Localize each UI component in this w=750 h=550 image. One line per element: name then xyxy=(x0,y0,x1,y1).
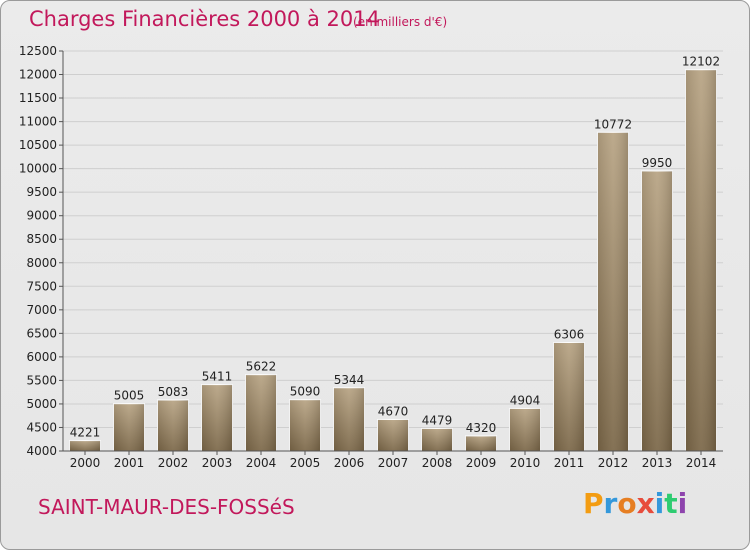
logo-letter: t xyxy=(664,487,678,520)
x-tick-label: 2006 xyxy=(334,456,365,470)
bar-shade xyxy=(509,408,541,451)
bar-shade xyxy=(113,403,145,451)
logo-letter: x xyxy=(636,487,655,520)
x-tick-label: 2001 xyxy=(114,456,145,470)
logo-letter: P xyxy=(583,487,604,520)
logo-letter: o xyxy=(617,487,637,520)
y-tick-label: 11500 xyxy=(19,91,57,105)
x-tick-label: 2000 xyxy=(70,456,101,470)
x-tick-label: 2013 xyxy=(642,456,673,470)
x-tick-label: 2002 xyxy=(158,456,189,470)
x-tick-label: 2012 xyxy=(598,456,629,470)
value-label: 5083 xyxy=(158,385,189,399)
x-tick-label: 2009 xyxy=(466,456,497,470)
y-tick-label: 12500 xyxy=(19,44,57,58)
x-tick-label: 2010 xyxy=(510,456,541,470)
x-tick-label: 2004 xyxy=(246,456,277,470)
proxiti-logo: Proxiti xyxy=(583,487,687,520)
x-tick-label: 2011 xyxy=(554,456,585,470)
bar-shade xyxy=(553,342,585,451)
value-label: 10772 xyxy=(594,117,632,131)
bar-shade xyxy=(641,171,673,451)
y-tick-label: 9500 xyxy=(26,185,57,199)
x-tick-label: 2005 xyxy=(290,456,321,470)
y-tick-label: 8000 xyxy=(26,256,57,270)
x-tick-label: 2003 xyxy=(202,456,233,470)
commune-name: SAINT-MAUR-DES-FOSSéS xyxy=(38,495,295,519)
y-tick-label: 4500 xyxy=(26,420,57,434)
bar-shade xyxy=(421,428,453,451)
x-tick-label: 2014 xyxy=(686,456,717,470)
bar-shade xyxy=(685,69,717,452)
y-tick-label: 12000 xyxy=(19,68,57,82)
value-label: 12102 xyxy=(682,55,720,69)
y-tick-label: 10500 xyxy=(19,138,57,152)
bar-shade xyxy=(201,384,233,451)
value-label: 4320 xyxy=(466,421,497,435)
x-tick-label: 2008 xyxy=(422,456,453,470)
y-tick-label: 7000 xyxy=(26,303,57,317)
value-label: 5344 xyxy=(334,373,365,387)
value-label: 5005 xyxy=(114,389,145,403)
chart-title: Charges Financières 2000 à 2014 xyxy=(29,7,380,31)
value-label: 4904 xyxy=(510,393,541,407)
bar-shade xyxy=(465,435,497,451)
bar-shade xyxy=(289,399,321,451)
y-tick-label: 8500 xyxy=(26,232,57,246)
bar-shade xyxy=(377,419,409,451)
axes: 4000 4500 5000 5500 6000 6500 7000 7500 8000 8500… xyxy=(19,44,723,470)
bar-shade xyxy=(69,440,101,451)
bar-shade xyxy=(597,132,629,452)
y-tick-label: 5500 xyxy=(26,373,57,387)
bars xyxy=(69,69,717,452)
bar-shade xyxy=(245,374,277,451)
y-tick-label: 10000 xyxy=(19,162,57,176)
logo-letter: r xyxy=(603,487,618,520)
y-tick-label: 5000 xyxy=(26,397,57,411)
value-label: 4670 xyxy=(378,404,409,418)
logo-letter: i xyxy=(677,487,688,520)
value-label: 4479 xyxy=(422,413,453,427)
value-label: 5411 xyxy=(202,370,233,384)
y-tick-label: 11000 xyxy=(19,115,57,129)
value-label: 5622 xyxy=(246,360,277,374)
y-tick-label: 7500 xyxy=(26,279,57,293)
bar-shade xyxy=(157,400,189,451)
y-tick-label: 9000 xyxy=(26,209,57,223)
value-label: 4221 xyxy=(70,426,101,440)
value-label: 9950 xyxy=(642,156,673,170)
y-tick-label: 6500 xyxy=(26,326,57,340)
value-label: 6306 xyxy=(554,327,585,341)
x-tick-label: 2007 xyxy=(378,456,409,470)
chart-subtitle: (en milliers d'€) xyxy=(353,15,448,29)
bar-shade xyxy=(333,387,365,451)
value-label: 5090 xyxy=(290,385,321,399)
y-tick-label: 4000 xyxy=(26,444,57,458)
logo-letter: i xyxy=(654,487,665,520)
y-tick-label: 6000 xyxy=(26,350,57,364)
